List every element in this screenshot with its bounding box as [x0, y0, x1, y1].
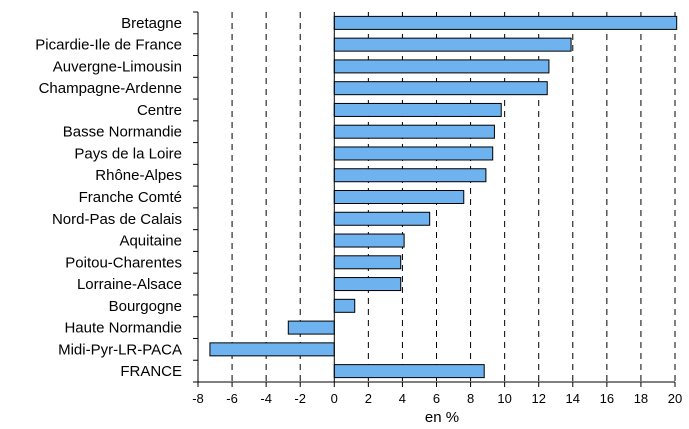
category-label: Nord-Pas de Calais	[52, 211, 182, 228]
category-label: Rhône-Alpes	[95, 167, 182, 184]
x-tick-label: -2	[294, 391, 306, 406]
category-label: Haute Normandie	[64, 320, 182, 337]
x-tick-label: 0	[331, 391, 338, 406]
x-axis-title: en %	[425, 409, 459, 426]
bars	[209, 15, 678, 379]
bar	[287, 320, 335, 335]
category-label: Bretagne	[121, 15, 182, 32]
bar	[333, 211, 431, 226]
category-label: Centre	[137, 102, 182, 119]
category-label: Picardie-Ile de France	[35, 37, 182, 54]
category-label: FRANCE	[120, 363, 182, 380]
category-label: Pays de la Loire	[74, 145, 182, 162]
x-tick-label: 10	[497, 391, 511, 406]
category-labels: Bretagne Picardie-Ile de France Auvergne-L…	[35, 15, 182, 380]
x-tick-label: -8	[192, 391, 204, 406]
bar	[209, 342, 335, 357]
x-tick-label: 12	[531, 391, 545, 406]
grid-lines	[231, 12, 676, 382]
bar	[333, 255, 402, 270]
category-label: Lorraine-Alsace	[77, 276, 182, 293]
x-tick-label: -6	[226, 391, 238, 406]
bar	[333, 190, 465, 204]
x-tick-label: 20	[668, 391, 682, 406]
bar	[333, 124, 495, 139]
bar	[333, 168, 487, 183]
bar	[333, 233, 405, 248]
category-label: Champagne-Ardenne	[39, 80, 182, 97]
bar	[333, 81, 548, 96]
category-label: Aquitaine	[119, 233, 182, 250]
x-tick-label: -4	[260, 391, 272, 406]
category-label: Poitou-Charentes	[65, 254, 182, 271]
category-label: Basse Normandie	[63, 124, 182, 141]
bar	[333, 364, 485, 379]
bar	[333, 59, 550, 74]
bar	[333, 37, 572, 52]
x-tick-label: 2	[365, 391, 372, 406]
category-label: Auvergne-Limousin	[53, 58, 182, 75]
bar	[333, 102, 502, 117]
category-label: Bourgogne	[109, 298, 182, 315]
x-tick-label: 4	[399, 391, 406, 406]
axes	[193, 11, 676, 387]
x-tick-label: 14	[566, 391, 580, 406]
x-tick-label: 8	[467, 391, 474, 406]
x-tick-label: 16	[600, 391, 614, 406]
bar	[333, 298, 356, 313]
bar	[333, 146, 494, 161]
bar	[333, 15, 678, 30]
x-tick-label: 18	[634, 391, 648, 406]
bar	[333, 277, 402, 292]
category-label: Midi-Pyr-LR-PACA	[58, 341, 182, 358]
x-tick-labels: -8 -6 -4 -2 0 2 4 6 8 10 12 14 16 18 20	[192, 391, 682, 406]
x-tick-label: 6	[433, 391, 440, 406]
category-label: Franche Comté	[79, 189, 182, 206]
